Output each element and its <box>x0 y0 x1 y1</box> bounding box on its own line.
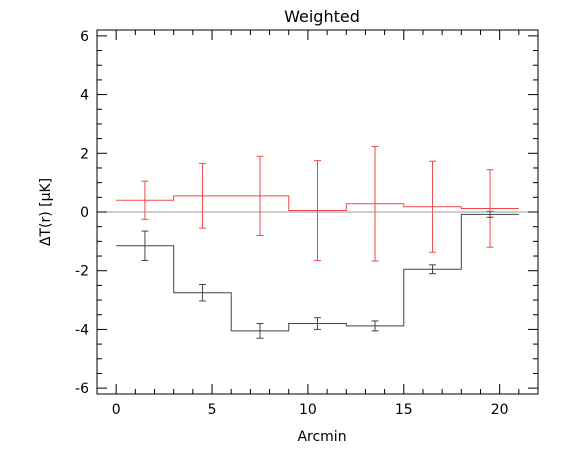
x-axis-label: Arcmin <box>297 429 346 445</box>
y-tick-label: 2 <box>80 146 89 162</box>
x-tick-label: 0 <box>112 402 121 418</box>
y-tick-label: 4 <box>80 88 89 104</box>
series-1 <box>116 210 519 339</box>
x-tick-label: 5 <box>208 402 217 418</box>
chart-title: Weighted <box>284 7 360 26</box>
y-tick-label: 6 <box>80 29 89 45</box>
x-tick-label: 10 <box>299 402 317 418</box>
series-0 <box>116 146 519 262</box>
labels-layer: Weighted Arcmin ΔT(r) [μK] <box>38 7 360 445</box>
x-tick-label: 15 <box>395 402 413 418</box>
y-tick-label: 0 <box>80 205 89 221</box>
series-0-step-line <box>116 195 519 212</box>
y-tick-label: -6 <box>75 381 89 397</box>
x-tick-label: 20 <box>491 402 509 418</box>
series-layer <box>116 146 519 339</box>
y-axis-label: ΔT(r) [μK] <box>38 178 54 246</box>
y-tick-label: -4 <box>75 322 89 338</box>
axes-layer: 0 5 10 15 20 -6 -4 -2 0 2 4 6 <box>75 29 539 418</box>
y-tick-label: -2 <box>75 264 89 280</box>
